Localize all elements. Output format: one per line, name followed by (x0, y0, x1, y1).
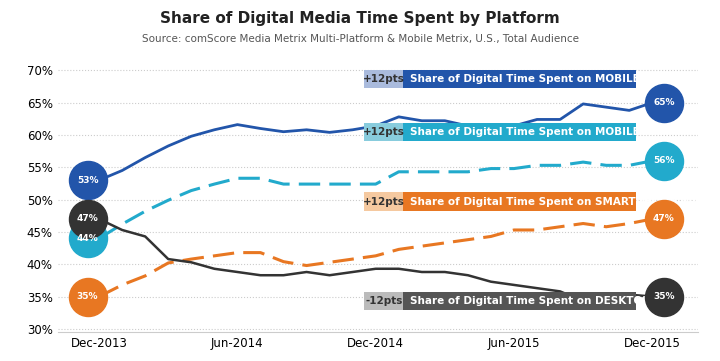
Point (82, 216, 94, 222)
Text: Share of Digital Time Spent on MOBILE APP: Share of Digital Time Spent on MOBILE AP… (410, 127, 667, 137)
FancyBboxPatch shape (403, 123, 636, 141)
Text: 47%: 47% (77, 214, 99, 223)
Text: +12pts: +12pts (363, 196, 405, 206)
Text: 65%: 65% (653, 98, 675, 107)
Point (82, 235, 94, 241)
Point (82, 294, 94, 300)
FancyBboxPatch shape (403, 292, 636, 310)
Text: 35%: 35% (653, 292, 675, 301)
Text: 56%: 56% (653, 156, 675, 165)
FancyBboxPatch shape (364, 123, 403, 141)
Text: +12pts: +12pts (363, 74, 405, 84)
Text: -12pts: -12pts (365, 296, 402, 306)
Point (82, 177, 94, 183)
Text: +12pts: +12pts (363, 127, 405, 137)
Text: Share of Digital Time Spent on MOBILE: Share of Digital Time Spent on MOBILE (410, 74, 640, 84)
FancyBboxPatch shape (364, 70, 403, 88)
Point (658, 158, 670, 164)
Text: Share of Digital Media Time Spent by Platform: Share of Digital Media Time Spent by Pla… (160, 11, 560, 26)
Text: Share of Digital Time Spent on SMARTPHONE APP: Share of Digital Time Spent on SMARTPHON… (410, 196, 703, 206)
Text: Share of Digital Time Spent on DESKTOP: Share of Digital Time Spent on DESKTOP (410, 296, 650, 306)
FancyBboxPatch shape (364, 292, 403, 310)
Text: 35%: 35% (77, 292, 99, 301)
Text: 53%: 53% (77, 176, 99, 185)
Text: 44%: 44% (77, 234, 99, 243)
FancyBboxPatch shape (364, 192, 403, 210)
Point (658, 294, 670, 300)
Point (658, 216, 670, 222)
Text: 47%: 47% (653, 214, 675, 223)
FancyBboxPatch shape (403, 192, 636, 210)
Text: Source: comScore Media Metrix Multi-Platform & Mobile Metrix, U.S., Total Audien: Source: comScore Media Metrix Multi-Plat… (142, 34, 578, 44)
Point (658, 100, 670, 105)
FancyBboxPatch shape (403, 70, 636, 88)
